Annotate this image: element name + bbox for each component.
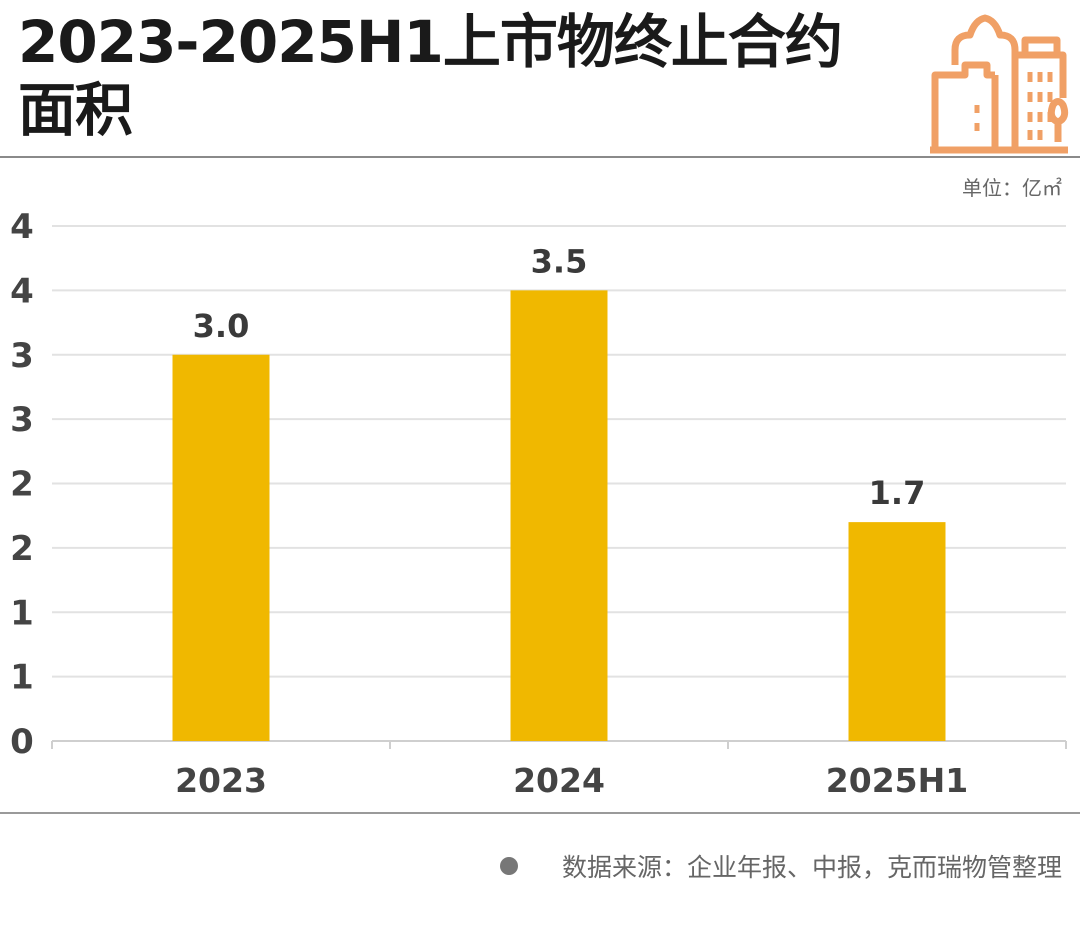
y-tick-label: 2 <box>10 529 34 569</box>
data-label: 3.5 <box>531 242 588 280</box>
bullet-icon <box>499 857 518 875</box>
data-label: 3.0 <box>193 307 250 345</box>
footer-divider <box>0 812 1080 814</box>
bar-2023 <box>172 354 270 741</box>
y-tick-label: 3 <box>10 336 34 376</box>
city-buildings-icon <box>925 10 1073 159</box>
bar-2024 <box>510 290 608 741</box>
y-tick-label: 0 <box>10 722 34 762</box>
x-tick-label: 2024 <box>513 761 605 800</box>
unit-label: 单位：亿㎡ <box>962 176 1062 200</box>
chart-title: 2023-2025H1上市物终止合约面积 <box>18 8 843 144</box>
y-tick-label: 4 <box>10 271 34 311</box>
x-tick-label: 2023 <box>175 761 267 800</box>
y-tick-label: 1 <box>10 593 34 633</box>
bar-chart: 0 1 1 2 2 3 3 4 4 3.0 2023 3.5 2024 1.7 2025H1 <box>10 207 1067 800</box>
y-tick-label: 4 <box>10 207 34 247</box>
source-text: 数据来源：企业年报、中报，克而瑞物管整理 <box>561 853 1062 882</box>
data-label: 1.7 <box>869 474 926 512</box>
y-tick-label: 3 <box>10 400 34 440</box>
title-divider <box>0 156 1080 158</box>
x-tick-label: 2025H1 <box>826 761 968 800</box>
source-note: 数据来源：企业年报、中报，克而瑞物管整理 <box>499 848 1062 884</box>
y-tick-label: 2 <box>10 465 34 505</box>
y-tick-label: 1 <box>10 658 34 698</box>
bar-2025H1 <box>848 522 946 741</box>
